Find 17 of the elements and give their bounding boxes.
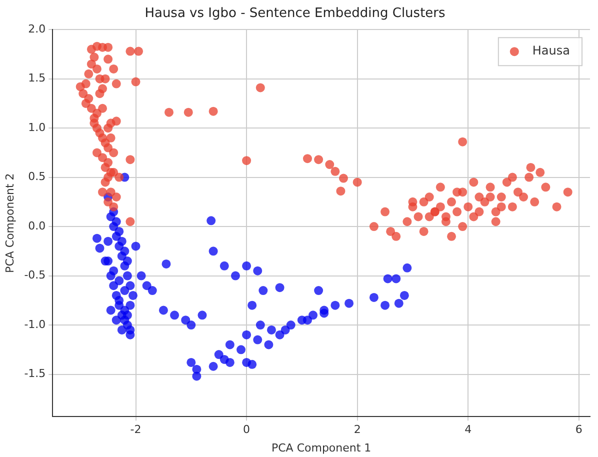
y-tick-label: -1.5 [24, 367, 46, 380]
x-tick-label: 2 [354, 423, 361, 436]
y-tick-label: 1.0 [28, 120, 46, 134]
y-tick-label: -0.5 [24, 268, 46, 282]
y-tick-label: 0.5 [28, 170, 46, 184]
y-tick-label: 1.5 [28, 72, 46, 85]
y-tick-label: 0.0 [28, 219, 46, 232]
x-tick-label: -2 [130, 423, 142, 436]
y-axis-title: PCA Component 2 [3, 173, 16, 273]
y-tick-label: -1.0 [24, 318, 46, 331]
y-tick-label: 2.0 [28, 22, 46, 36]
chart-title: Hausa vs Igbo - Sentence Embedding Clusters [144, 6, 446, 22]
x-tick-label: 6 [575, 423, 582, 436]
legend-label: Hausa [532, 44, 570, 58]
x-tick-label: 4 [464, 423, 472, 436]
x-tick-label: 0 [243, 423, 250, 436]
x-axis-title: PCA Component 1 [271, 441, 372, 454]
